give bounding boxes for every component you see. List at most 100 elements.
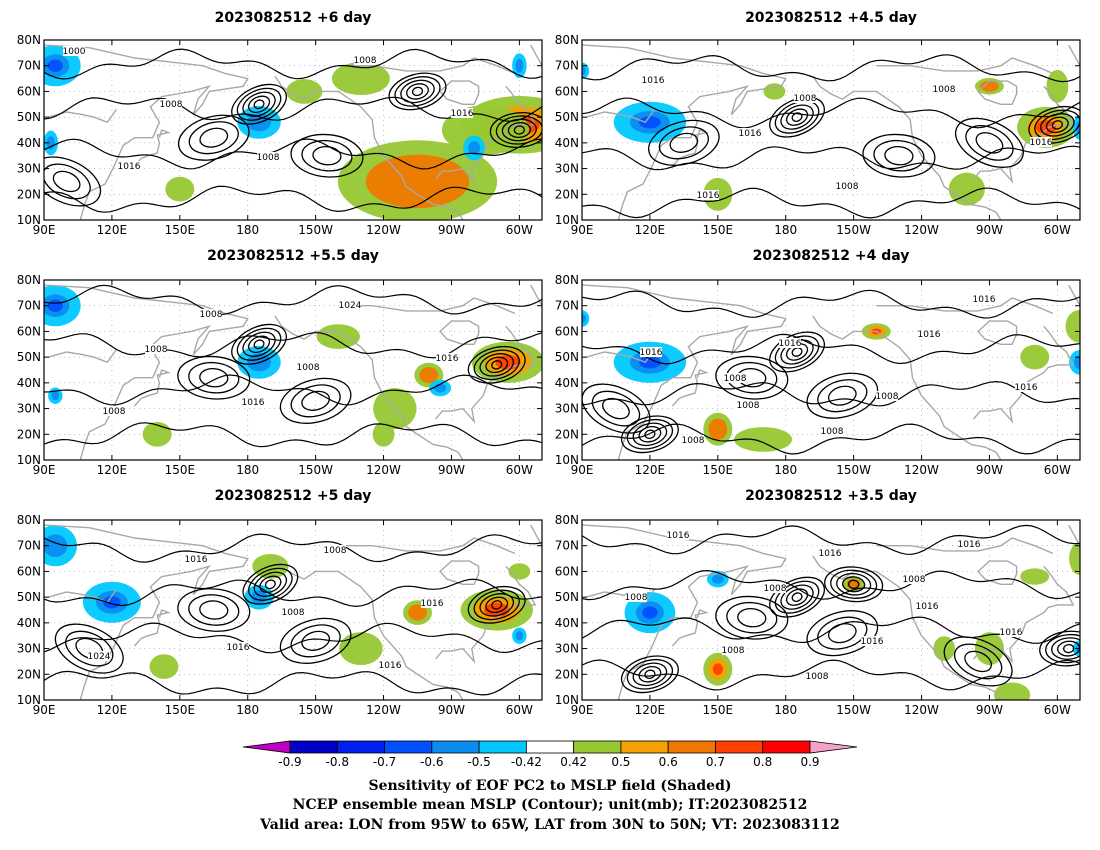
colorbar-tick-label: 0.8 <box>753 755 772 769</box>
panel-3-frame <box>43 279 543 461</box>
panel-1-title: 2023082512 +6 day <box>215 10 372 26</box>
lon-tick-label: 150W <box>836 223 871 237</box>
lat-tick-label: 20N <box>555 427 579 441</box>
colorbar-min-triangle <box>242 740 291 754</box>
contour-label: 1016 <box>640 348 663 358</box>
colorbar-swatch <box>620 740 669 754</box>
lon-tick-label: 150W <box>298 463 333 477</box>
lat-tick-label: 70N <box>17 59 41 73</box>
panel-5: 2023082512 +5 day 1016100810161024101610… <box>17 488 543 717</box>
contour-label: 1016 <box>436 354 459 364</box>
lat-tick-label: 70N <box>555 539 579 553</box>
contour-label: 1000 <box>63 47 86 57</box>
lon-tick-label: 90W <box>976 223 1003 237</box>
lon-tick-label: 90E <box>571 463 594 477</box>
panel-6-frame <box>581 519 1081 701</box>
contour-label: 1008 <box>876 392 899 402</box>
panel-6-lat-axis: 80N 70N 60N 50N 40N 30N 20N 10N <box>555 513 1080 707</box>
lat-tick-label: 30N <box>17 162 41 176</box>
lon-tick-label: 90W <box>976 463 1003 477</box>
lon-tick-label: 150E <box>165 463 196 477</box>
lon-tick-label: 120E <box>97 703 128 717</box>
panel-2-title: 2023082512 +4.5 day <box>745 10 917 26</box>
contour-label: 1008 <box>794 94 817 104</box>
contour-label: 1016 <box>242 398 265 408</box>
lat-tick-label: 10N <box>17 213 41 227</box>
lon-tick-label: 90W <box>976 703 1003 717</box>
lon-tick-label: 60W <box>1044 463 1071 477</box>
contour-label: 1008 <box>724 374 747 384</box>
lat-tick-label: 70N <box>17 299 41 313</box>
panel-3-map: 1008 1016 1024 1016 1008 1008 1008 <box>44 280 542 460</box>
contour-label: 1008 <box>806 672 829 682</box>
lon-tick-label: 90E <box>33 463 56 477</box>
lat-tick-label: 20N <box>17 667 41 681</box>
lon-tick-label: 150E <box>703 223 734 237</box>
lon-tick-label: 150W <box>836 703 871 717</box>
lon-tick-label: 150E <box>165 223 196 237</box>
panel-4-frame <box>581 279 1081 461</box>
colorbar-tick-label: -0.6 <box>420 755 443 769</box>
contour-label: 1008 <box>722 646 745 656</box>
contour-label: 1008 <box>200 310 223 320</box>
panel-6: 2023082512 +3.5 day 10081008101610161008… <box>555 488 1081 717</box>
lat-tick-label: 20N <box>17 427 41 441</box>
lat-tick-label: 50N <box>17 590 41 604</box>
lat-tick-label: 30N <box>555 402 579 416</box>
lat-tick-label: 60N <box>555 564 579 578</box>
lat-tick-label: 60N <box>17 324 41 338</box>
panel-2-map: 1016 1016 1008 1008 1016 1016 1008 <box>582 40 1080 220</box>
colorbar-tick-label: 0.6 <box>659 755 678 769</box>
lon-tick-label: 60W <box>1044 223 1071 237</box>
contour-label: 1016 <box>642 76 665 86</box>
lat-tick-label: 10N <box>17 693 41 707</box>
lat-tick-label: 40N <box>555 376 579 390</box>
panel-6-title: 2023082512 +3.5 day <box>745 488 917 504</box>
contour-label: 1008 <box>737 401 760 411</box>
panel-5-title: 2023082512 +5 day <box>215 488 372 504</box>
lon-tick-label: 90W <box>438 463 465 477</box>
panel-5-lat-axis: 80N 70N 60N 50N 40N 30N 20N 10N <box>17 513 542 707</box>
contour-label: 1016 <box>916 602 939 612</box>
contour-label: 1008 <box>297 363 320 373</box>
lat-tick-label: 50N <box>555 110 579 124</box>
lon-tick-label: 90W <box>438 703 465 717</box>
panel-6-map: 1008 1008 1016 1016 1008 1016 1016 1008 1008 1016… <box>582 520 1080 700</box>
lon-tick-label: 180 <box>774 223 797 237</box>
colorbar-tick-label: -0.8 <box>326 755 349 769</box>
lon-tick-label: 60W <box>506 463 533 477</box>
panel-4-title: 2023082512 +4 day <box>753 248 910 264</box>
lon-tick-label: 120E <box>635 703 666 717</box>
contour-label: 1008 <box>836 182 859 192</box>
panel-1-frame <box>43 39 543 221</box>
lon-tick-label: 180 <box>774 463 797 477</box>
lat-tick-label: 20N <box>17 187 41 201</box>
contour-label: 1008 <box>257 153 280 163</box>
panel-4-lon-axis: 90E 120E 150E 180 150W 120W 90W 60W <box>571 280 1071 477</box>
colorbar-swatch <box>336 740 385 754</box>
lat-tick-label: 30N <box>17 642 41 656</box>
contour-label: 1016 <box>118 162 141 172</box>
lat-tick-label: 70N <box>17 539 41 553</box>
lon-tick-label: 120E <box>97 223 128 237</box>
panel-5-map: 1016 1008 1016 1024 1016 1008 1016 <box>44 520 542 700</box>
panel-2-frame <box>581 39 1081 221</box>
contour-label: 1008 <box>145 345 168 355</box>
colorbar-swatch <box>525 740 575 754</box>
lon-tick-label: 150W <box>298 223 333 237</box>
panel-2-lon-axis: 90E 120E 150E 180 150W 120W 90W 60W <box>571 40 1071 237</box>
lon-tick-label: 180 <box>236 703 259 717</box>
panel-1-lon-axis: 90E 120E 150E 180 150W 120W 90W 60W <box>33 40 533 237</box>
lon-tick-label: 150E <box>165 703 196 717</box>
lon-tick-label: 60W <box>506 703 533 717</box>
panel-3-title: 2023082512 +5.5 day <box>207 248 379 264</box>
panel-4-lat-axis: 80N 70N 60N 50N 40N 30N 20N 10N <box>555 273 1080 467</box>
contour-label: 1016 <box>227 643 250 653</box>
lat-tick-label: 60N <box>17 84 41 98</box>
colorbar-swatch <box>573 740 622 754</box>
lat-tick-label: 10N <box>555 453 579 467</box>
lon-tick-label: 60W <box>1044 703 1071 717</box>
lat-tick-label: 40N <box>17 376 41 390</box>
lon-tick-label: 150E <box>703 703 734 717</box>
colorbar-tick-label: -0.5 <box>467 755 490 769</box>
